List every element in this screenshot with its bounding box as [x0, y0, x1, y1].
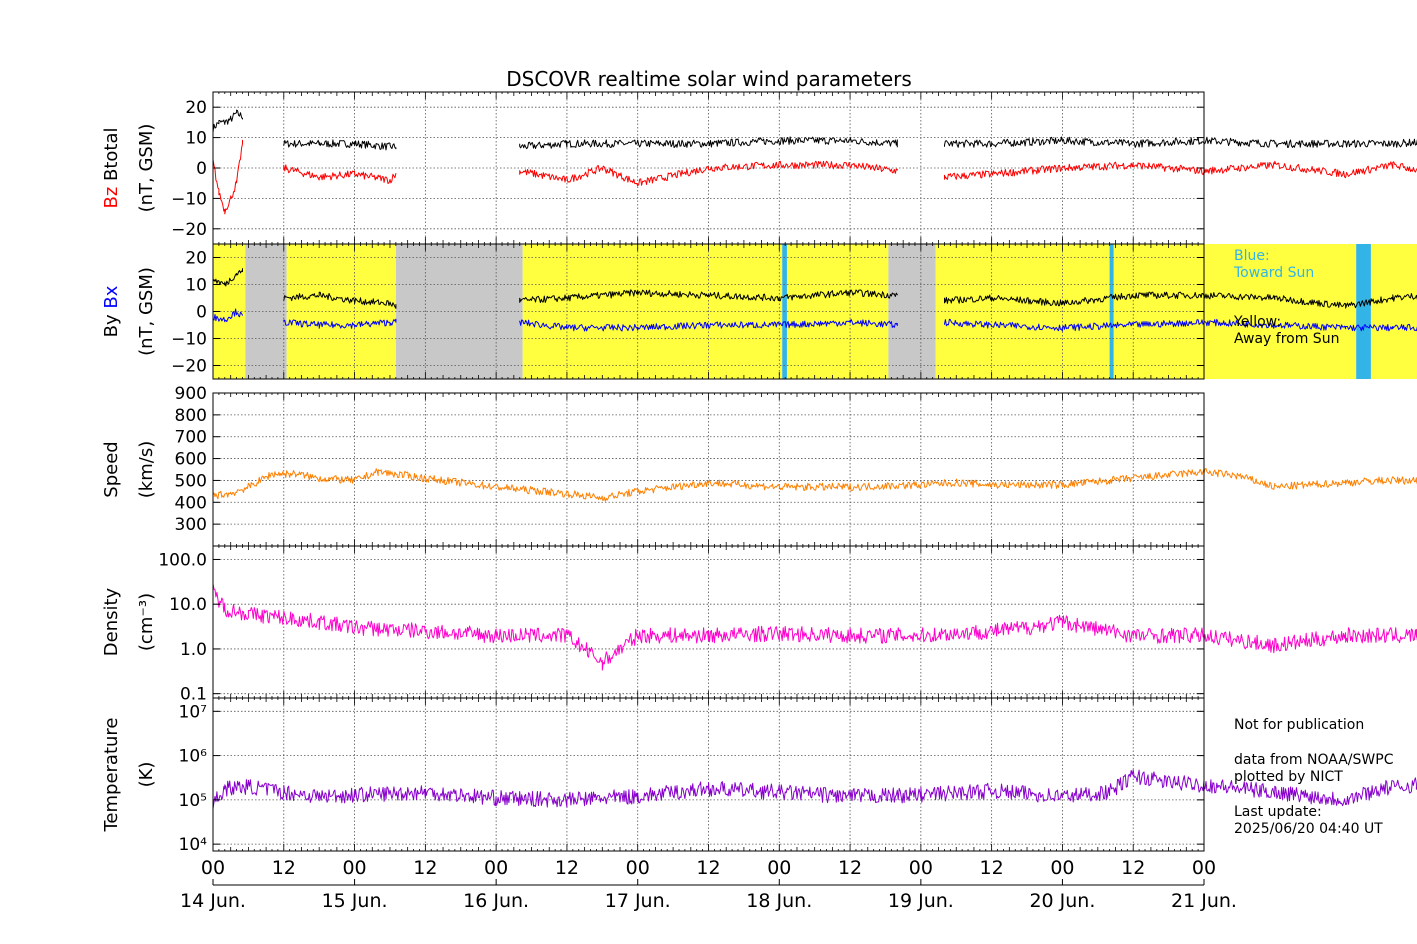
x-hour-tick-label: 00 [1050, 857, 1074, 879]
y-tick-label: −20 [171, 220, 207, 240]
y-axis-unit-density: (cm⁻³) [136, 593, 157, 651]
y-tick-label: 20 [185, 249, 207, 269]
y-tick-label: 300 [175, 515, 207, 535]
x-hour-tick-label: 12 [413, 857, 437, 879]
x-day-label: 20 Jun. [1029, 890, 1095, 912]
y-axis-unit-speed: (km/s) [136, 441, 157, 498]
data-layer [212, 109, 1417, 809]
y-tick-label: 10⁴ [179, 835, 208, 855]
y-tick-label: 600 [175, 450, 207, 470]
series-line-bx [212, 308, 1417, 332]
sector-band-away [1370, 244, 1417, 379]
y-tick-label: 400 [175, 493, 207, 513]
y-tick-label: 10⁵ [179, 791, 207, 811]
axis-text-layer: 20 10 0 −10 −20 Bz Btotal (nT, GSM) 20 10 0 −10 −20… [101, 98, 1237, 912]
x-hour-tick-label: 12 [980, 857, 1004, 879]
y-tick-label: 1.0 [180, 640, 207, 660]
y-tick-label: 700 [175, 428, 207, 448]
y-axis-unit-bx_by: (nT, GSM) [136, 267, 157, 356]
x-hour-tick-label: 00 [1192, 857, 1216, 879]
x-day-label: 16 Jun. [463, 890, 529, 912]
y-axis-label-speed: Speed [101, 441, 122, 497]
x-hour-tick-label: 00 [484, 857, 508, 879]
y-axis-label-part: By [101, 314, 122, 337]
credits-note: data from NOAA/SWPC plotted by NICT [1234, 752, 1394, 785]
x-day-label: 19 Jun. [888, 890, 954, 912]
series-line-bz [212, 139, 1417, 215]
series-line-temperature [212, 769, 1417, 809]
x-hour-tick-label: 00 [201, 857, 225, 879]
x-day-label: 15 Jun. [322, 890, 388, 912]
sector-band-no_data [888, 244, 936, 379]
x-hour-tick-label: 12 [555, 857, 579, 879]
sector-band-away [286, 244, 396, 379]
sector-band-toward [1109, 244, 1114, 379]
y-axis-label-part: Bz [101, 187, 122, 209]
x-hour-tick-label: 12 [838, 857, 862, 879]
grid-layer [213, 92, 1204, 851]
toward-sun-note: Blue: Toward Sun [1234, 248, 1315, 281]
y-tick-label: 0.1 [180, 685, 207, 705]
series-line-density [212, 583, 1417, 671]
x-hour-tick-label: 00 [626, 857, 650, 879]
y-tick-label: −10 [171, 330, 207, 350]
y-tick-label: 10.0 [169, 595, 207, 615]
y-axis-label-part: Bx [101, 285, 122, 314]
chart-title: DSCOVR realtime solar wind parameters [506, 67, 912, 91]
y-tick-label: 800 [175, 406, 207, 426]
y-tick-label: −20 [171, 357, 207, 377]
y-tick-label: 0 [196, 303, 207, 323]
y-axis-unit-temperature: (K) [136, 762, 157, 788]
y-tick-label: 10 [185, 129, 207, 149]
y-axis-unit-btotal_bz: (nT, GSM) [136, 124, 157, 213]
x-hour-tick-label: 12 [1121, 857, 1145, 879]
x-hour-tick-label: 12 [272, 857, 296, 879]
y-axis-label-part: Speed [101, 441, 122, 497]
series-line-by [212, 268, 1417, 309]
y-axis-label-part: Btotal [101, 127, 122, 186]
series-line-speed [212, 467, 1417, 502]
y-tick-label: 10⁶ [179, 747, 208, 767]
x-day-label: 21 Jun. [1171, 890, 1237, 912]
y-axis-label-part: Temperature [101, 717, 122, 832]
y-axis-label-density: Density [101, 587, 122, 656]
x-day-label: 14 Jun. [180, 890, 246, 912]
x-hour-tick-label: 00 [767, 857, 791, 879]
y-axis-label-temperature: Temperature [101, 717, 122, 832]
frame-layer [212, 91, 1205, 886]
y-tick-label: 100.0 [158, 550, 207, 570]
x-day-label: 18 Jun. [746, 890, 812, 912]
x-hour-tick-label: 00 [909, 857, 933, 879]
y-tick-label: 500 [175, 471, 207, 491]
sector-band-toward [1356, 244, 1371, 379]
x-hour-tick-label: 00 [342, 857, 366, 879]
y-tick-label: 10⁷ [179, 702, 208, 722]
x-day-label: 17 Jun. [605, 890, 671, 912]
away-from-sun-note: Yellow: Away from Sun [1234, 314, 1340, 347]
publication-disclaimer: Not for publication [1234, 717, 1365, 733]
y-tick-label: 10 [185, 276, 207, 296]
panel-frame-density [212, 545, 1205, 699]
last-update-note: Last update: 2025/06/20 04:40 UT [1234, 804, 1383, 837]
y-tick-label: 900 [175, 384, 207, 404]
y-tick-label: 0 [196, 159, 207, 179]
sector-band-away [1113, 244, 1357, 379]
x-hour-tick-label: 12 [696, 857, 720, 879]
sector-band-away [522, 244, 783, 379]
y-axis-label-btotal_bz: Bz Btotal [101, 127, 122, 208]
y-axis-label-part: Density [101, 587, 122, 656]
series-line-btotal [212, 109, 1417, 151]
y-axis-label-bx_by: By Bx [101, 285, 122, 337]
y-tick-label: 20 [185, 98, 207, 118]
y-tick-label: −10 [171, 189, 207, 209]
